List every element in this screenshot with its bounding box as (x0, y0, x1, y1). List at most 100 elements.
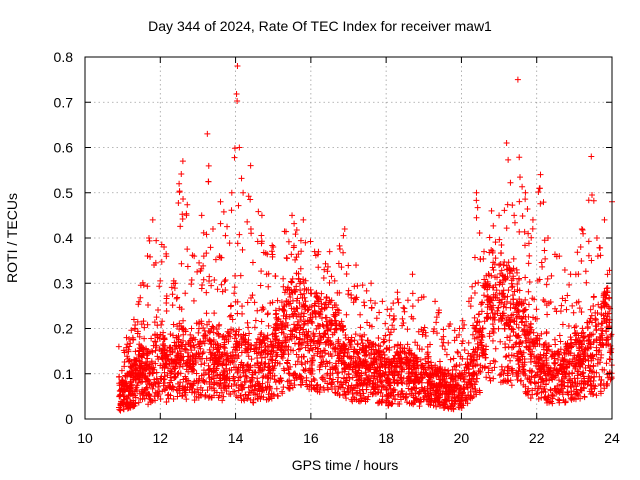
roti-peak-point (176, 180, 183, 187)
roti-point (571, 324, 578, 331)
roti-point (280, 275, 287, 282)
roti-point (529, 225, 536, 232)
roti-point (477, 362, 484, 369)
roti-point (265, 322, 272, 329)
roti-point (285, 238, 292, 245)
roti-point (486, 333, 493, 340)
roti-peak-point (409, 271, 416, 278)
roti-point (483, 272, 490, 279)
roti-peak-point (394, 289, 401, 296)
roti-point (152, 360, 159, 367)
roti-point (208, 282, 215, 289)
roti-point (242, 372, 249, 379)
roti-point (117, 407, 124, 414)
roti-point (278, 329, 285, 336)
roti-point (196, 259, 203, 266)
roti-point (461, 321, 468, 328)
roti-point (227, 333, 234, 340)
roti-point (531, 353, 538, 360)
roti-point (608, 331, 615, 338)
roti-point (526, 374, 533, 381)
roti-point (473, 197, 480, 204)
roti-point (115, 374, 122, 381)
roti-point (520, 381, 527, 388)
roti-point (495, 304, 502, 311)
roti-point (258, 307, 265, 314)
roti-point (419, 331, 426, 338)
roti-point (301, 320, 308, 327)
roti-point (538, 389, 545, 396)
roti-point (213, 326, 220, 333)
roti-point (501, 273, 508, 280)
roti-point (515, 367, 522, 374)
roti-point (364, 319, 371, 326)
roti-point (557, 338, 564, 345)
roti-point (234, 98, 241, 105)
roti-point (433, 319, 440, 326)
roti-point (198, 361, 205, 368)
roti-point (244, 361, 251, 368)
roti-point (304, 358, 311, 365)
roti-point (404, 326, 411, 333)
roti-point (533, 306, 540, 313)
roti-point (287, 363, 294, 370)
roti-point (584, 381, 591, 388)
roti-point (206, 329, 213, 336)
roti-point (252, 317, 259, 324)
roti-point (300, 366, 307, 373)
roti-point (589, 192, 596, 199)
roti-point (435, 309, 442, 316)
roti-point (415, 390, 422, 397)
roti-peak-point (115, 343, 122, 350)
roti-point (547, 299, 554, 306)
roti-point (399, 315, 406, 322)
roti-point (517, 348, 524, 355)
roti-point (492, 255, 499, 262)
roti-point (301, 285, 308, 292)
roti-point (232, 272, 239, 279)
roti-point (588, 312, 595, 319)
data-points (115, 63, 615, 414)
roti-point (220, 393, 227, 400)
roti-point (352, 295, 359, 302)
roti-point (500, 303, 507, 310)
roti-point (525, 288, 532, 295)
roti-point (187, 331, 194, 338)
roti-point (509, 344, 516, 351)
roti-point (380, 339, 387, 346)
roti-point (239, 303, 246, 310)
roti-point (544, 311, 551, 318)
roti-point (541, 247, 548, 254)
roti-point (538, 330, 545, 337)
roti-point (545, 393, 552, 400)
roti-point (248, 230, 255, 237)
roti-point (552, 305, 559, 312)
roti-point (577, 371, 584, 378)
roti-point (226, 240, 233, 247)
roti-point (336, 246, 343, 253)
roti-point (608, 345, 615, 352)
roti-point (527, 380, 534, 387)
roti-point (531, 374, 538, 381)
roti-point (294, 358, 301, 365)
roti-point (351, 283, 358, 290)
roti-point (127, 340, 134, 347)
roti-point (292, 231, 299, 238)
roti-point (203, 289, 210, 296)
roti-point (329, 380, 336, 387)
roti-point (298, 317, 305, 324)
roti-peak-point (236, 144, 243, 151)
roti-point (395, 379, 402, 386)
roti-point (578, 257, 585, 264)
roti-point (276, 360, 283, 367)
roti-peak-point (488, 207, 495, 214)
roti-point (343, 270, 350, 277)
roti-point (525, 301, 532, 308)
roti-point (291, 220, 298, 227)
x-tick-label: 22 (529, 430, 545, 446)
roti-point (498, 242, 505, 249)
roti-peak-point (179, 158, 186, 165)
roti-point (436, 358, 443, 365)
roti-point (513, 266, 520, 273)
